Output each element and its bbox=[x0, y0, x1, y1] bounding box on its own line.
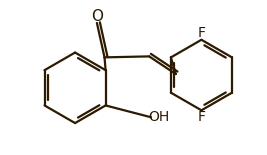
Text: O: O bbox=[91, 9, 103, 24]
Text: F: F bbox=[197, 27, 205, 40]
Text: OH: OH bbox=[148, 110, 169, 124]
Text: F: F bbox=[197, 110, 205, 124]
